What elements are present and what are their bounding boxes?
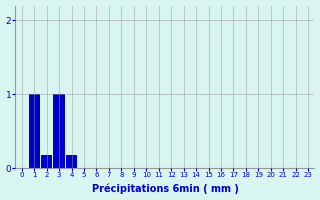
Bar <box>41 155 52 168</box>
Bar <box>28 94 40 168</box>
Bar <box>66 155 77 168</box>
X-axis label: Précipitations 6min ( mm ): Précipitations 6min ( mm ) <box>92 184 238 194</box>
Bar <box>53 94 65 168</box>
